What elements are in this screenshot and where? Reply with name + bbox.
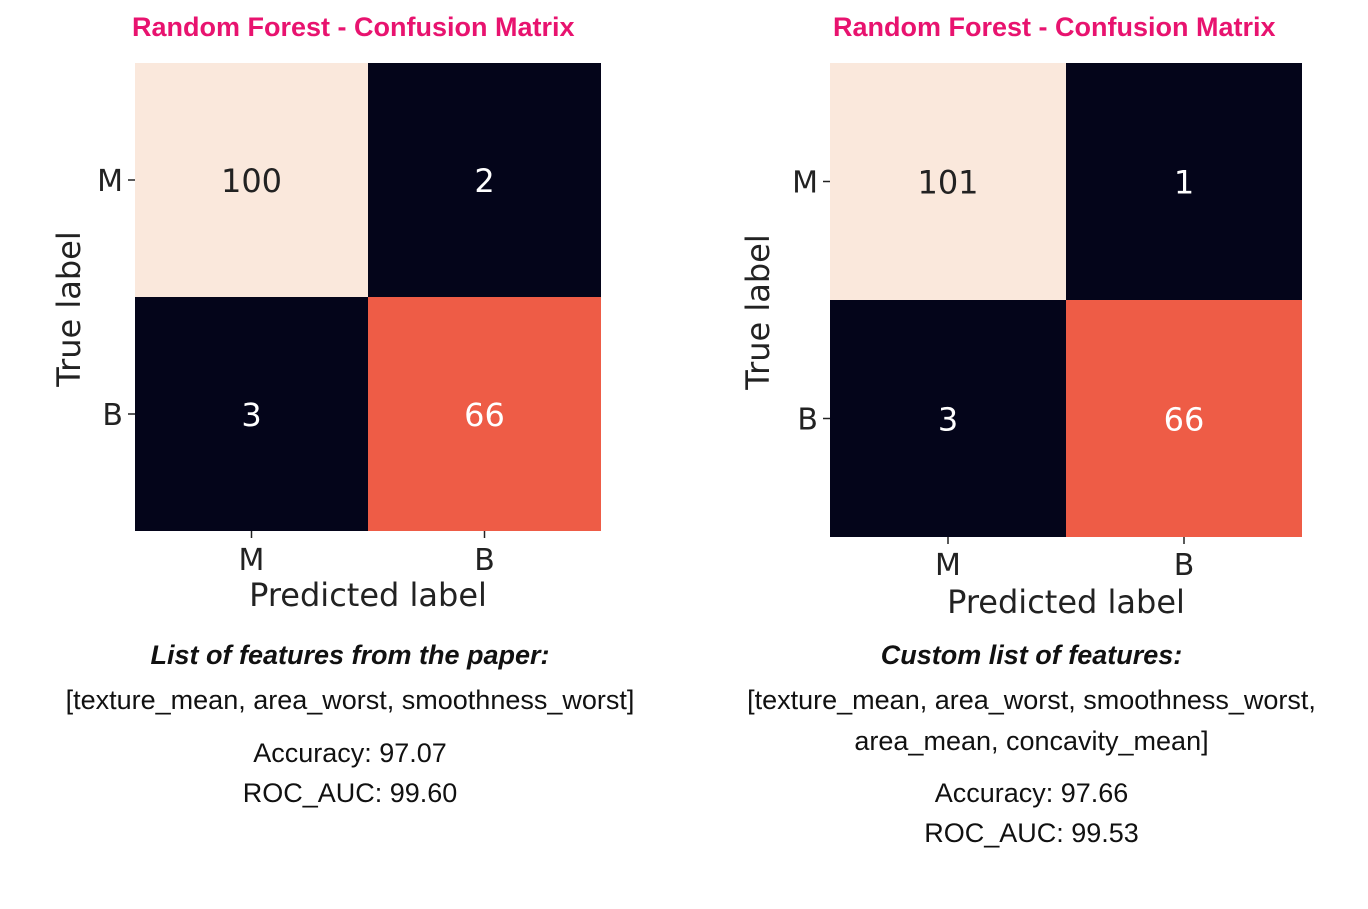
x-tick-label: M <box>239 543 265 578</box>
features-heading: List of features from the paper: <box>150 640 550 670</box>
y-tick-label: B <box>102 398 123 433</box>
heatmap-cell <box>1066 63 1302 300</box>
heatmap-cell <box>368 297 601 531</box>
features-list: [texture_mean, area_worst, smoothness_wo… <box>695 680 1368 762</box>
heatmap-cell <box>830 300 1066 537</box>
cell-value-label: 3 <box>938 401 958 439</box>
cell-value-label: 66 <box>464 396 505 434</box>
x-axis-label: Predicted label <box>249 576 487 614</box>
heatmap-cell <box>135 297 368 531</box>
y-tick-label: B <box>797 403 818 438</box>
features-line: [texture_mean, area_worst, smoothness_wo… <box>747 685 1316 715</box>
features-line: [texture_mean, area_worst, smoothness_wo… <box>65 685 635 715</box>
y-axis-label: True label <box>50 231 88 388</box>
cell-value-label: 3 <box>241 396 261 434</box>
heatmap-cell <box>1066 300 1302 537</box>
features-list: [texture_mean, area_worst, smoothness_wo… <box>0 680 700 721</box>
left-panel: Random Forest - Confusion Matrix 100 2 3 66… <box>0 12 700 808</box>
x-tick-label: M <box>935 548 961 583</box>
chart-title: Random Forest - Confusion Matrix <box>833 12 1276 42</box>
features-line: area_mean, concavity_mean] <box>854 726 1209 756</box>
x-tick-label: B <box>1174 548 1195 583</box>
x-axis-label: Predicted label <box>947 583 1185 621</box>
cell-value-label: 66 <box>1164 401 1205 439</box>
chart-title: Random Forest - Confusion Matrix <box>132 12 575 42</box>
cell-value-label: 2 <box>474 162 494 200</box>
x-tick-label: B <box>474 543 495 578</box>
roc-auc-text: ROC_AUC: 99.60 <box>242 778 458 808</box>
right-panel: Random Forest - Confusion Matrix 101 1 3 66… <box>695 0 1368 909</box>
cell-value-label: 1 <box>1174 164 1194 202</box>
cell-value-label: 100 <box>221 162 282 200</box>
heatmap-cell <box>830 63 1066 300</box>
y-tick-label: M <box>792 166 818 201</box>
y-axis-label: True label <box>739 234 777 391</box>
accuracy-text: Accuracy: 97.66 <box>934 778 1129 808</box>
features-heading: Custom list of features: <box>880 640 1183 670</box>
roc-auc-text: ROC_AUC: 99.53 <box>924 818 1139 848</box>
y-tick-label: M <box>97 164 123 199</box>
heatmap-cell <box>368 63 601 297</box>
accuracy-text: Accuracy: 97.07 <box>253 738 447 768</box>
cell-value-label: 101 <box>917 164 978 202</box>
heatmap-cell <box>135 63 368 297</box>
